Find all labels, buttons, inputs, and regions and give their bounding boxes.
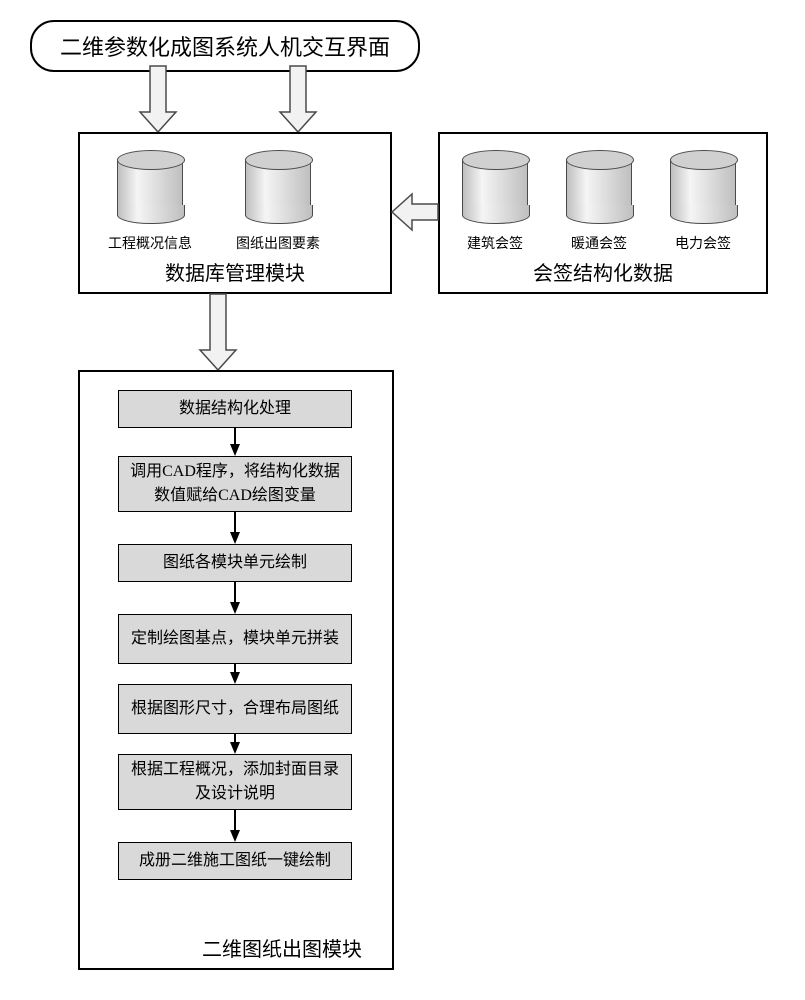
arrow-cs-to-db — [392, 194, 438, 230]
arrow-title-to-db-left — [140, 66, 176, 132]
cyl-label: 图纸出图要素 — [236, 233, 320, 253]
cylinder-icon — [117, 159, 183, 215]
step-4: 定制绘图基点，模块单元拼装 — [118, 614, 352, 664]
out-module-title: 二维图纸出图模块 — [80, 933, 392, 962]
step-2: 调用CAD程序，将结构化数据数值赋给CAD绘图变量 — [118, 456, 352, 512]
title-box: 二维参数化成图系统人机交互界面 — [30, 20, 420, 72]
cyl-label: 暖通会签 — [571, 233, 627, 253]
db-module-title: 数据库管理模块 — [80, 257, 390, 286]
arrow-line — [234, 810, 236, 830]
step-text: 图纸各模块单元绘制 — [163, 551, 307, 575]
cylinder-icon — [462, 159, 528, 215]
cyl-project-info: 工程概况信息 — [108, 150, 192, 253]
arrow-head — [230, 532, 240, 544]
cs-module-title: 会签结构化数据 — [440, 257, 766, 286]
arrow-title-to-db-right — [280, 66, 316, 132]
cyl-label: 工程概况信息 — [108, 233, 192, 253]
arrow-line — [234, 512, 236, 532]
arrow-head — [230, 742, 240, 754]
cyl-hvac: 暖通会签 — [566, 150, 632, 253]
arrow-db-to-out — [200, 294, 236, 370]
step-text: 调用CAD程序，将结构化数据数值赋给CAD绘图变量 — [127, 460, 343, 508]
step-1: 数据结构化处理 — [118, 390, 352, 428]
arrow-head — [230, 830, 240, 842]
cylinder-icon — [245, 159, 311, 215]
arrow-line — [234, 664, 236, 672]
arrow-head — [230, 444, 240, 456]
cylinder-icon — [566, 159, 632, 215]
cyl-label: 电力会签 — [675, 233, 731, 253]
cyl-arch: 建筑会签 — [462, 150, 528, 253]
step-text: 根据工程概况，添加封面目录及设计说明 — [127, 758, 343, 806]
cylinder-icon — [670, 159, 736, 215]
arrow-head — [230, 672, 240, 684]
step-7: 成册二维施工图纸一键绘制 — [118, 842, 352, 880]
arrow-line — [234, 428, 236, 444]
title-text: 二维参数化成图系统人机交互界面 — [60, 35, 390, 60]
step-text: 成册二维施工图纸一键绘制 — [139, 849, 331, 873]
step-text: 数据结构化处理 — [179, 397, 291, 421]
step-6: 根据工程概况，添加封面目录及设计说明 — [118, 754, 352, 810]
step-5: 根据图形尺寸，合理布局图纸 — [118, 684, 352, 734]
cyl-elec: 电力会签 — [670, 150, 736, 253]
arrow-line — [234, 734, 236, 742]
arrow-line — [234, 582, 236, 602]
step-3: 图纸各模块单元绘制 — [118, 544, 352, 582]
step-text: 根据图形尺寸，合理布局图纸 — [131, 697, 339, 721]
step-text: 定制绘图基点，模块单元拼装 — [131, 627, 339, 651]
arrow-head — [230, 602, 240, 614]
cyl-label: 建筑会签 — [467, 233, 523, 253]
cyl-drawing-elements: 图纸出图要素 — [236, 150, 320, 253]
diagram-root: 二维参数化成图系统人机交互界面 数据库管理模块 工程概况信息 图纸出图要素 会签… — [30, 20, 775, 980]
